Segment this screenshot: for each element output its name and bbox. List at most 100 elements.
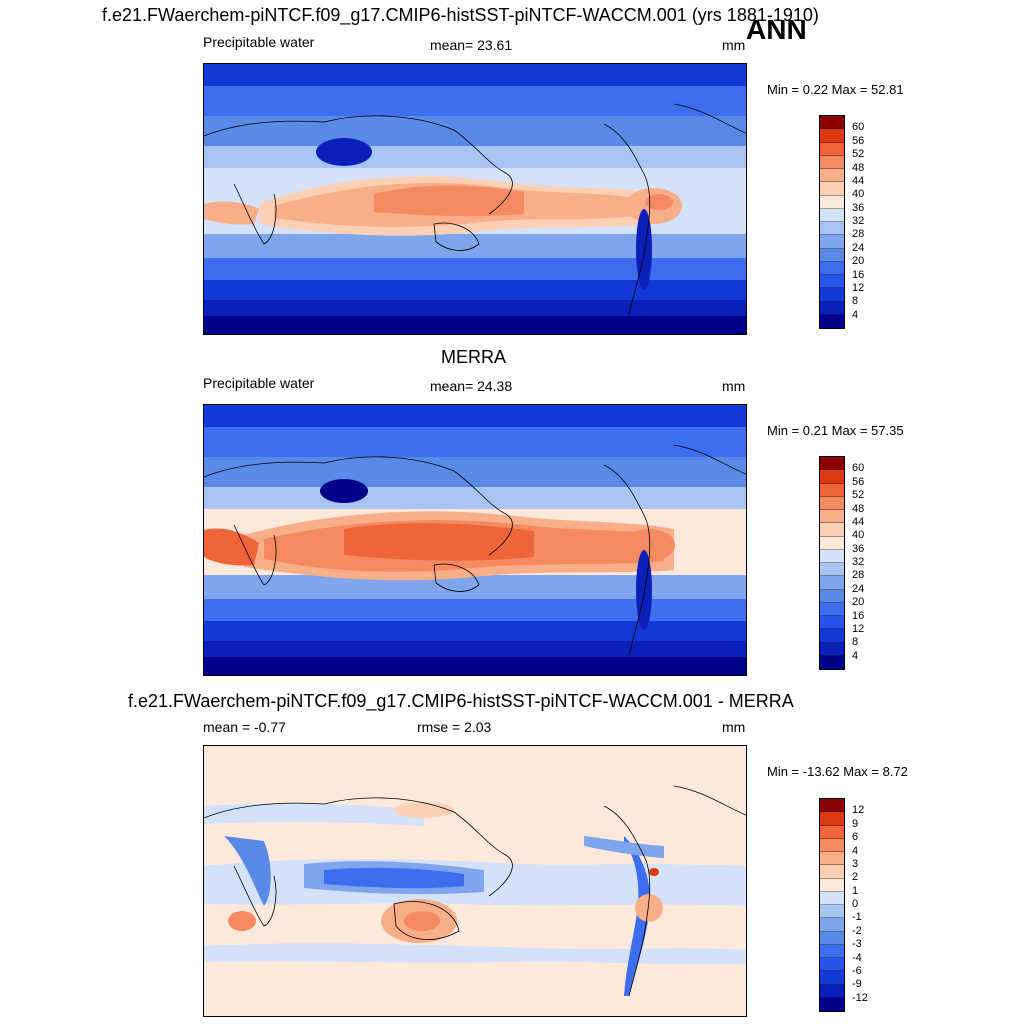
colorbar-tick-label: -3 [852, 938, 862, 951]
colorbar-tick-label: 0 [852, 898, 859, 910]
panel3-map [203, 745, 747, 1017]
colorbar-swatch [820, 878, 844, 892]
colorbar-swatch [820, 235, 844, 249]
colorbar-tick-label: 60 [852, 121, 865, 134]
colorbar-tick-label: 56 [852, 134, 865, 147]
colorbar-swatch [820, 483, 844, 497]
colorbar-tick-label: 4 [852, 308, 859, 321]
colorbar-swatch [820, 288, 844, 302]
colorbar-swatch [820, 629, 844, 643]
panel2-units-label: mm [722, 378, 746, 394]
colorbar-tick-label: 52 [852, 489, 865, 502]
colorbar-tick-label: 48 [852, 161, 865, 174]
colorbar-swatch [820, 852, 844, 866]
colorbar-swatch [820, 549, 844, 563]
colorbar-swatch [820, 944, 844, 958]
colorbar-swatch [820, 457, 844, 471]
colorbar-tick-label: 44 [852, 174, 865, 187]
colorbar-swatch [820, 129, 844, 143]
panel1-units-label: mm [722, 37, 746, 53]
colorbar-swatch [820, 905, 844, 919]
colorbar-swatch [820, 971, 844, 985]
colorbar-swatch [820, 602, 844, 616]
colorbar-tick-label: 52 [852, 148, 865, 161]
colorbar-swatch [820, 931, 844, 945]
panel1-colorbar [819, 115, 845, 329]
colorbar-swatch [820, 116, 844, 130]
panel3-units-label: mm [722, 719, 746, 735]
colorbar-tick-label: 4 [852, 649, 859, 662]
panel1-minmax-label: Min = 0.22 Max = 52.81 [767, 82, 904, 97]
colorbar-swatch [820, 248, 844, 262]
colorbar-swatch [820, 523, 844, 537]
colorbar-tick-label: 40 [852, 188, 865, 201]
colorbar-tick-label: -4 [852, 951, 862, 964]
colorbar-tick-label: 60 [852, 462, 865, 475]
colorbar-swatch [820, 182, 844, 196]
colorbar-swatch [820, 261, 844, 275]
colorbar-swatch [820, 812, 844, 826]
colorbar-swatch [820, 838, 844, 852]
colorbar-swatch [820, 825, 844, 839]
colorbar-tick-label: 4 [852, 844, 859, 857]
panel3-minmax-label: Min = -13.62 Max = 8.72 [767, 764, 908, 779]
colorbar-swatch [820, 222, 844, 236]
colorbar-swatch [820, 997, 844, 1011]
colorbar-swatch [820, 301, 844, 315]
colorbar-swatch [820, 984, 844, 998]
colorbar-tick-label: 40 [852, 529, 865, 542]
colorbar-tick-label: 8 [852, 295, 859, 308]
colorbar-tick-label: 44 [852, 515, 865, 528]
colorbar-tick-label: 16 [852, 268, 865, 281]
colorbar-tick-label: 36 [852, 201, 865, 214]
colorbar-tick-label: 36 [852, 542, 865, 555]
colorbar-tick-label: 12 [852, 281, 865, 294]
colorbar-tick-label: 9 [852, 817, 859, 830]
colorbar-swatch [820, 169, 844, 183]
panel1-map [203, 63, 747, 335]
case-title: f.e21.FWaerchem-piNTCF.f09_g17.CMIP6-his… [102, 5, 819, 25]
panel2-title: MERRA [441, 347, 507, 367]
panel2-mean-label: mean= 24.38 [430, 378, 513, 394]
colorbar-swatch [820, 536, 844, 550]
colorbar-swatch [820, 208, 844, 222]
colorbar-tick-label: 12 [852, 622, 865, 635]
colorbar-swatch [820, 470, 844, 484]
colorbar-tick-label: 32 [852, 215, 865, 227]
colorbar-tick-label: 12 [852, 804, 865, 817]
panel3-colorbar [819, 798, 845, 1012]
colorbar-tick-label: 20 [852, 255, 865, 268]
colorbar-tick-label: -6 [852, 964, 862, 977]
colorbar-tick-label: 24 [852, 582, 865, 595]
panel2-map [203, 404, 747, 676]
colorbar-swatch [820, 195, 844, 209]
colorbar-tick-label: 28 [852, 228, 865, 241]
colorbar-swatch [820, 510, 844, 524]
colorbar-swatch [820, 589, 844, 603]
colorbar-tick-label: 56 [852, 475, 865, 488]
panel2-minmax-label: Min = 0.21 Max = 57.35 [767, 423, 904, 438]
panel2-variable-label: Precipitable water [203, 375, 315, 391]
colorbar-tick-label: 2 [852, 871, 859, 884]
colorbar-tick-label: 3 [852, 857, 859, 870]
colorbar-swatch [820, 155, 844, 169]
colorbar-swatch [820, 496, 844, 510]
panel3-rmse-label: rmse = 2.03 [417, 719, 492, 735]
colorbar-tick-label: 8 [852, 636, 859, 649]
colorbar-swatch [820, 891, 844, 905]
colorbar-swatch [820, 616, 844, 630]
colorbar-tick-label: 24 [852, 241, 865, 254]
colorbar-swatch [820, 142, 844, 156]
colorbar-swatch [820, 563, 844, 577]
colorbar-swatch [820, 799, 844, 813]
colorbar-swatch [820, 918, 844, 932]
colorbar-tick-label: -9 [852, 978, 862, 991]
colorbar-swatch [820, 865, 844, 879]
colorbar-tick-label: -1 [852, 911, 862, 924]
colorbar-swatch [820, 275, 844, 289]
colorbar-tick-label: 16 [852, 609, 865, 622]
colorbar-tick-label: -2 [852, 924, 862, 937]
colorbar-swatch [820, 958, 844, 972]
panel1-variable-label: Precipitable water [203, 34, 315, 50]
panel3-title: f.e21.FWaerchem-piNTCF.f09_g17.CMIP6-his… [128, 691, 794, 711]
